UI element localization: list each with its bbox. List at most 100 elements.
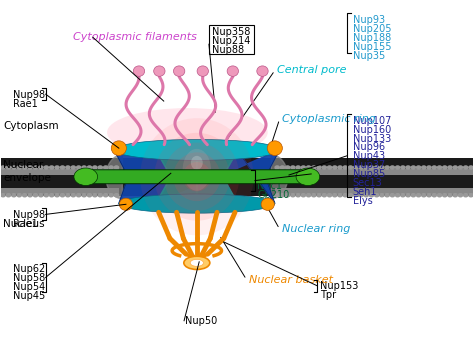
Text: Nup45: Nup45	[12, 291, 45, 301]
Circle shape	[354, 166, 358, 169]
Text: Central pore: Central pore	[277, 65, 346, 75]
Circle shape	[109, 194, 113, 197]
Circle shape	[374, 194, 379, 197]
Circle shape	[280, 166, 284, 169]
Ellipse shape	[173, 66, 185, 76]
Text: Nup58: Nup58	[12, 273, 45, 283]
Ellipse shape	[154, 66, 165, 76]
Circle shape	[354, 194, 358, 197]
Text: Cytoplasm: Cytoplasm	[3, 121, 59, 131]
Ellipse shape	[184, 256, 210, 270]
Circle shape	[438, 194, 442, 197]
Text: envelope: envelope	[3, 174, 51, 183]
FancyBboxPatch shape	[91, 170, 303, 184]
Bar	[275, 169, 474, 175]
Circle shape	[307, 166, 311, 169]
Circle shape	[103, 194, 108, 197]
Circle shape	[417, 166, 421, 169]
Circle shape	[1, 166, 5, 169]
Ellipse shape	[140, 118, 254, 235]
Circle shape	[285, 194, 290, 197]
Circle shape	[98, 194, 102, 197]
Text: Tpr: Tpr	[319, 290, 336, 300]
Text: Ndc1: Ndc1	[257, 181, 283, 191]
Text: Sec13: Sec13	[353, 178, 383, 188]
Circle shape	[1, 194, 5, 197]
Circle shape	[291, 166, 295, 169]
Circle shape	[28, 194, 32, 197]
Polygon shape	[106, 155, 122, 199]
Circle shape	[385, 194, 389, 197]
Circle shape	[275, 166, 279, 169]
Circle shape	[82, 166, 86, 169]
Circle shape	[50, 166, 54, 169]
Circle shape	[443, 194, 447, 197]
Circle shape	[82, 194, 86, 197]
Circle shape	[348, 166, 353, 169]
Ellipse shape	[119, 194, 275, 213]
Circle shape	[411, 194, 416, 197]
Circle shape	[109, 166, 113, 169]
Circle shape	[343, 194, 347, 197]
Text: Rae1: Rae1	[12, 99, 37, 108]
Circle shape	[338, 194, 342, 197]
Circle shape	[296, 194, 300, 197]
Circle shape	[76, 166, 81, 169]
Ellipse shape	[190, 259, 203, 266]
Circle shape	[448, 194, 452, 197]
Circle shape	[39, 194, 43, 197]
Text: Nup153: Nup153	[319, 281, 358, 291]
Circle shape	[369, 194, 374, 197]
Circle shape	[60, 194, 64, 197]
Circle shape	[103, 166, 108, 169]
Circle shape	[301, 166, 305, 169]
Polygon shape	[271, 155, 288, 199]
Circle shape	[317, 166, 321, 169]
Circle shape	[322, 166, 327, 169]
Circle shape	[33, 194, 37, 197]
Circle shape	[285, 166, 290, 169]
Text: Nup62: Nup62	[12, 264, 45, 274]
Text: Nup205: Nup205	[353, 24, 392, 34]
Bar	[275, 188, 474, 194]
Ellipse shape	[164, 142, 230, 211]
Circle shape	[432, 194, 437, 197]
Circle shape	[87, 194, 91, 197]
Circle shape	[448, 166, 452, 169]
Text: Rae1: Rae1	[12, 219, 37, 229]
Text: Seh1: Seh1	[353, 187, 377, 197]
Circle shape	[28, 166, 32, 169]
Ellipse shape	[191, 156, 203, 170]
Circle shape	[39, 166, 43, 169]
Text: Nup160: Nup160	[353, 125, 391, 135]
Circle shape	[406, 166, 410, 169]
Circle shape	[17, 194, 21, 197]
Circle shape	[453, 194, 457, 197]
Bar	[209, 25, 254, 54]
Circle shape	[464, 166, 468, 169]
Text: Elys: Elys	[353, 196, 373, 206]
Circle shape	[12, 166, 16, 169]
Text: Nucleus: Nucleus	[3, 219, 45, 229]
Circle shape	[401, 194, 405, 197]
Circle shape	[98, 166, 102, 169]
Circle shape	[385, 166, 389, 169]
Ellipse shape	[296, 168, 319, 186]
Circle shape	[422, 166, 426, 169]
Bar	[0, 158, 474, 196]
Circle shape	[438, 166, 442, 169]
Text: Pom121: Pom121	[257, 172, 297, 182]
Circle shape	[395, 194, 400, 197]
Ellipse shape	[74, 168, 98, 186]
Circle shape	[417, 194, 421, 197]
Circle shape	[328, 194, 332, 197]
Text: Nup96: Nup96	[353, 142, 385, 152]
Circle shape	[359, 166, 363, 169]
Circle shape	[17, 166, 21, 169]
Text: Nup107: Nup107	[353, 116, 391, 126]
Ellipse shape	[155, 133, 239, 220]
Circle shape	[427, 194, 431, 197]
Circle shape	[33, 166, 37, 169]
Ellipse shape	[114, 139, 280, 160]
Text: Nup155: Nup155	[353, 42, 392, 52]
